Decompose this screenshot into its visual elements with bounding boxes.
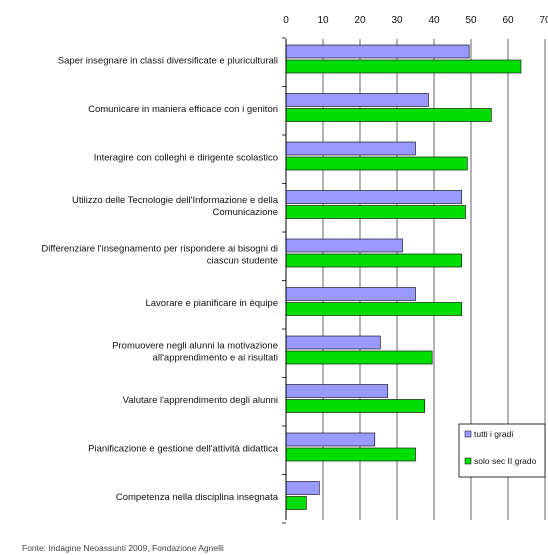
category-labels: Saper insegnare in classi diversificate … xyxy=(41,56,278,504)
category-label: Competenza nella disciplina insegnata xyxy=(116,492,279,503)
bar-tutti-i-gradi xyxy=(285,190,463,204)
x-tick-label: 30 xyxy=(391,15,403,26)
x-tick-label: 20 xyxy=(354,15,366,26)
bar-solo-sec-ii-grado xyxy=(285,302,463,316)
bar-solo-sec-ii-grado xyxy=(285,496,307,510)
category-label: Utilizzo delle Tecnologie dell'Informazi… xyxy=(72,195,279,206)
category-label: Saper insegnare in classi diversificate … xyxy=(58,56,278,67)
bar-solo-sec-ii-grado xyxy=(285,253,463,268)
bar-solo-sec-ii-grado xyxy=(285,205,466,219)
bar-tutti-i-gradi xyxy=(285,93,429,107)
x-tick-label: 60 xyxy=(502,15,514,26)
x-tick-label: 50 xyxy=(465,15,477,26)
bar-tutti-i-gradi xyxy=(285,481,320,495)
y-axis xyxy=(282,37,287,524)
category-label: Comunicare in maniera efficace con i gen… xyxy=(88,104,278,115)
bar-tutti-i-gradi xyxy=(285,238,403,253)
legend-swatch xyxy=(464,430,472,438)
category-label: ciascun studente xyxy=(207,256,278,267)
category-label: all'apprendimento e ai risultati xyxy=(153,353,278,364)
bar-solo-sec-ii-grado xyxy=(285,108,492,122)
category-label: Differenziare l'insegnamento per rispond… xyxy=(41,244,278,255)
bar-tutti-i-gradi xyxy=(285,432,376,447)
bar-tutti-i-gradi xyxy=(285,384,389,398)
legend-box xyxy=(458,423,546,478)
x-tick-label: 70 xyxy=(539,15,548,26)
x-axis-ticks: 0 10 20 30 40 50 60 70 xyxy=(283,15,548,26)
x-tick-label: 0 xyxy=(283,15,289,26)
source-note: Fonte: Indagine Neoassunti 2009, Fondazi… xyxy=(22,543,224,553)
x-tick-label: 40 xyxy=(428,15,440,26)
category-label: Pianificazione e gestione dell'attività … xyxy=(88,444,279,455)
bar-tutti-i-gradi xyxy=(285,141,416,156)
bar-tutti-i-gradi xyxy=(285,335,381,350)
legend-label: solo sec II grado xyxy=(474,456,537,466)
x-tick-label: 10 xyxy=(317,15,329,26)
legend-label: tutti i gradi xyxy=(474,429,513,439)
bar-tutti-i-gradi xyxy=(285,287,416,301)
category-label: Comunicazione xyxy=(213,207,278,218)
bar-tutti-i-gradi xyxy=(285,44,470,59)
category-label: Promuovere negli alunni la motivazione xyxy=(112,341,278,352)
bar-solo-sec-ii-grado xyxy=(285,447,416,462)
legend-swatch xyxy=(464,457,472,465)
bar-solo-sec-ii-grado xyxy=(285,350,433,365)
category-label: Valutare l'apprendimento degli alunni xyxy=(123,395,278,406)
category-label: Lavorare e pianificare in èquipe xyxy=(145,298,278,309)
category-label: Interagire con colleghi e dirigente scol… xyxy=(94,153,278,164)
bar-solo-sec-ii-grado xyxy=(285,156,468,171)
bar-solo-sec-ii-grado xyxy=(285,59,522,74)
legend: tutti i gradi solo sec II grado xyxy=(458,423,546,478)
bar-solo-sec-ii-grado xyxy=(285,399,426,413)
bars xyxy=(285,44,522,510)
